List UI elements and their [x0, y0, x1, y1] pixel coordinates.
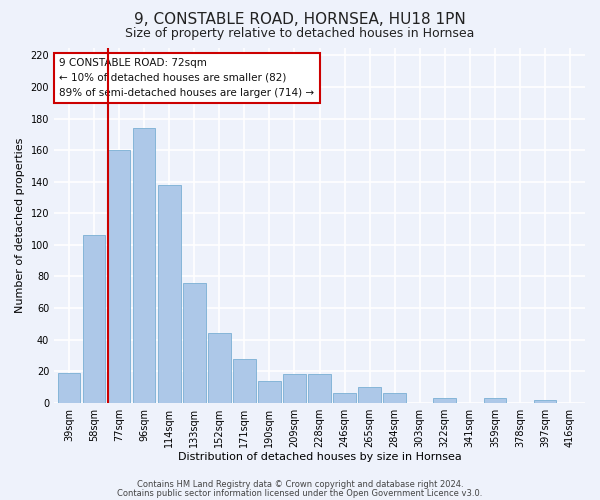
- Text: Contains public sector information licensed under the Open Government Licence v3: Contains public sector information licen…: [118, 488, 482, 498]
- Bar: [258, 380, 281, 402]
- Bar: [58, 372, 80, 402]
- Bar: [83, 236, 106, 402]
- Y-axis label: Number of detached properties: Number of detached properties: [15, 138, 25, 313]
- Text: Contains HM Land Registry data © Crown copyright and database right 2024.: Contains HM Land Registry data © Crown c…: [137, 480, 463, 489]
- Bar: [308, 374, 331, 402]
- Bar: [158, 185, 181, 402]
- Bar: [358, 387, 381, 402]
- Bar: [208, 333, 230, 402]
- Bar: [383, 393, 406, 402]
- Bar: [484, 398, 506, 402]
- X-axis label: Distribution of detached houses by size in Hornsea: Distribution of detached houses by size …: [178, 452, 461, 462]
- Bar: [533, 400, 556, 402]
- Bar: [183, 282, 206, 403]
- Text: 9 CONSTABLE ROAD: 72sqm
← 10% of detached houses are smaller (82)
89% of semi-de: 9 CONSTABLE ROAD: 72sqm ← 10% of detache…: [59, 58, 314, 98]
- Bar: [233, 358, 256, 403]
- Text: Size of property relative to detached houses in Hornsea: Size of property relative to detached ho…: [125, 28, 475, 40]
- Bar: [433, 398, 456, 402]
- Bar: [133, 128, 155, 402]
- Bar: [283, 374, 306, 402]
- Bar: [108, 150, 130, 403]
- Text: 9, CONSTABLE ROAD, HORNSEA, HU18 1PN: 9, CONSTABLE ROAD, HORNSEA, HU18 1PN: [134, 12, 466, 28]
- Bar: [333, 393, 356, 402]
